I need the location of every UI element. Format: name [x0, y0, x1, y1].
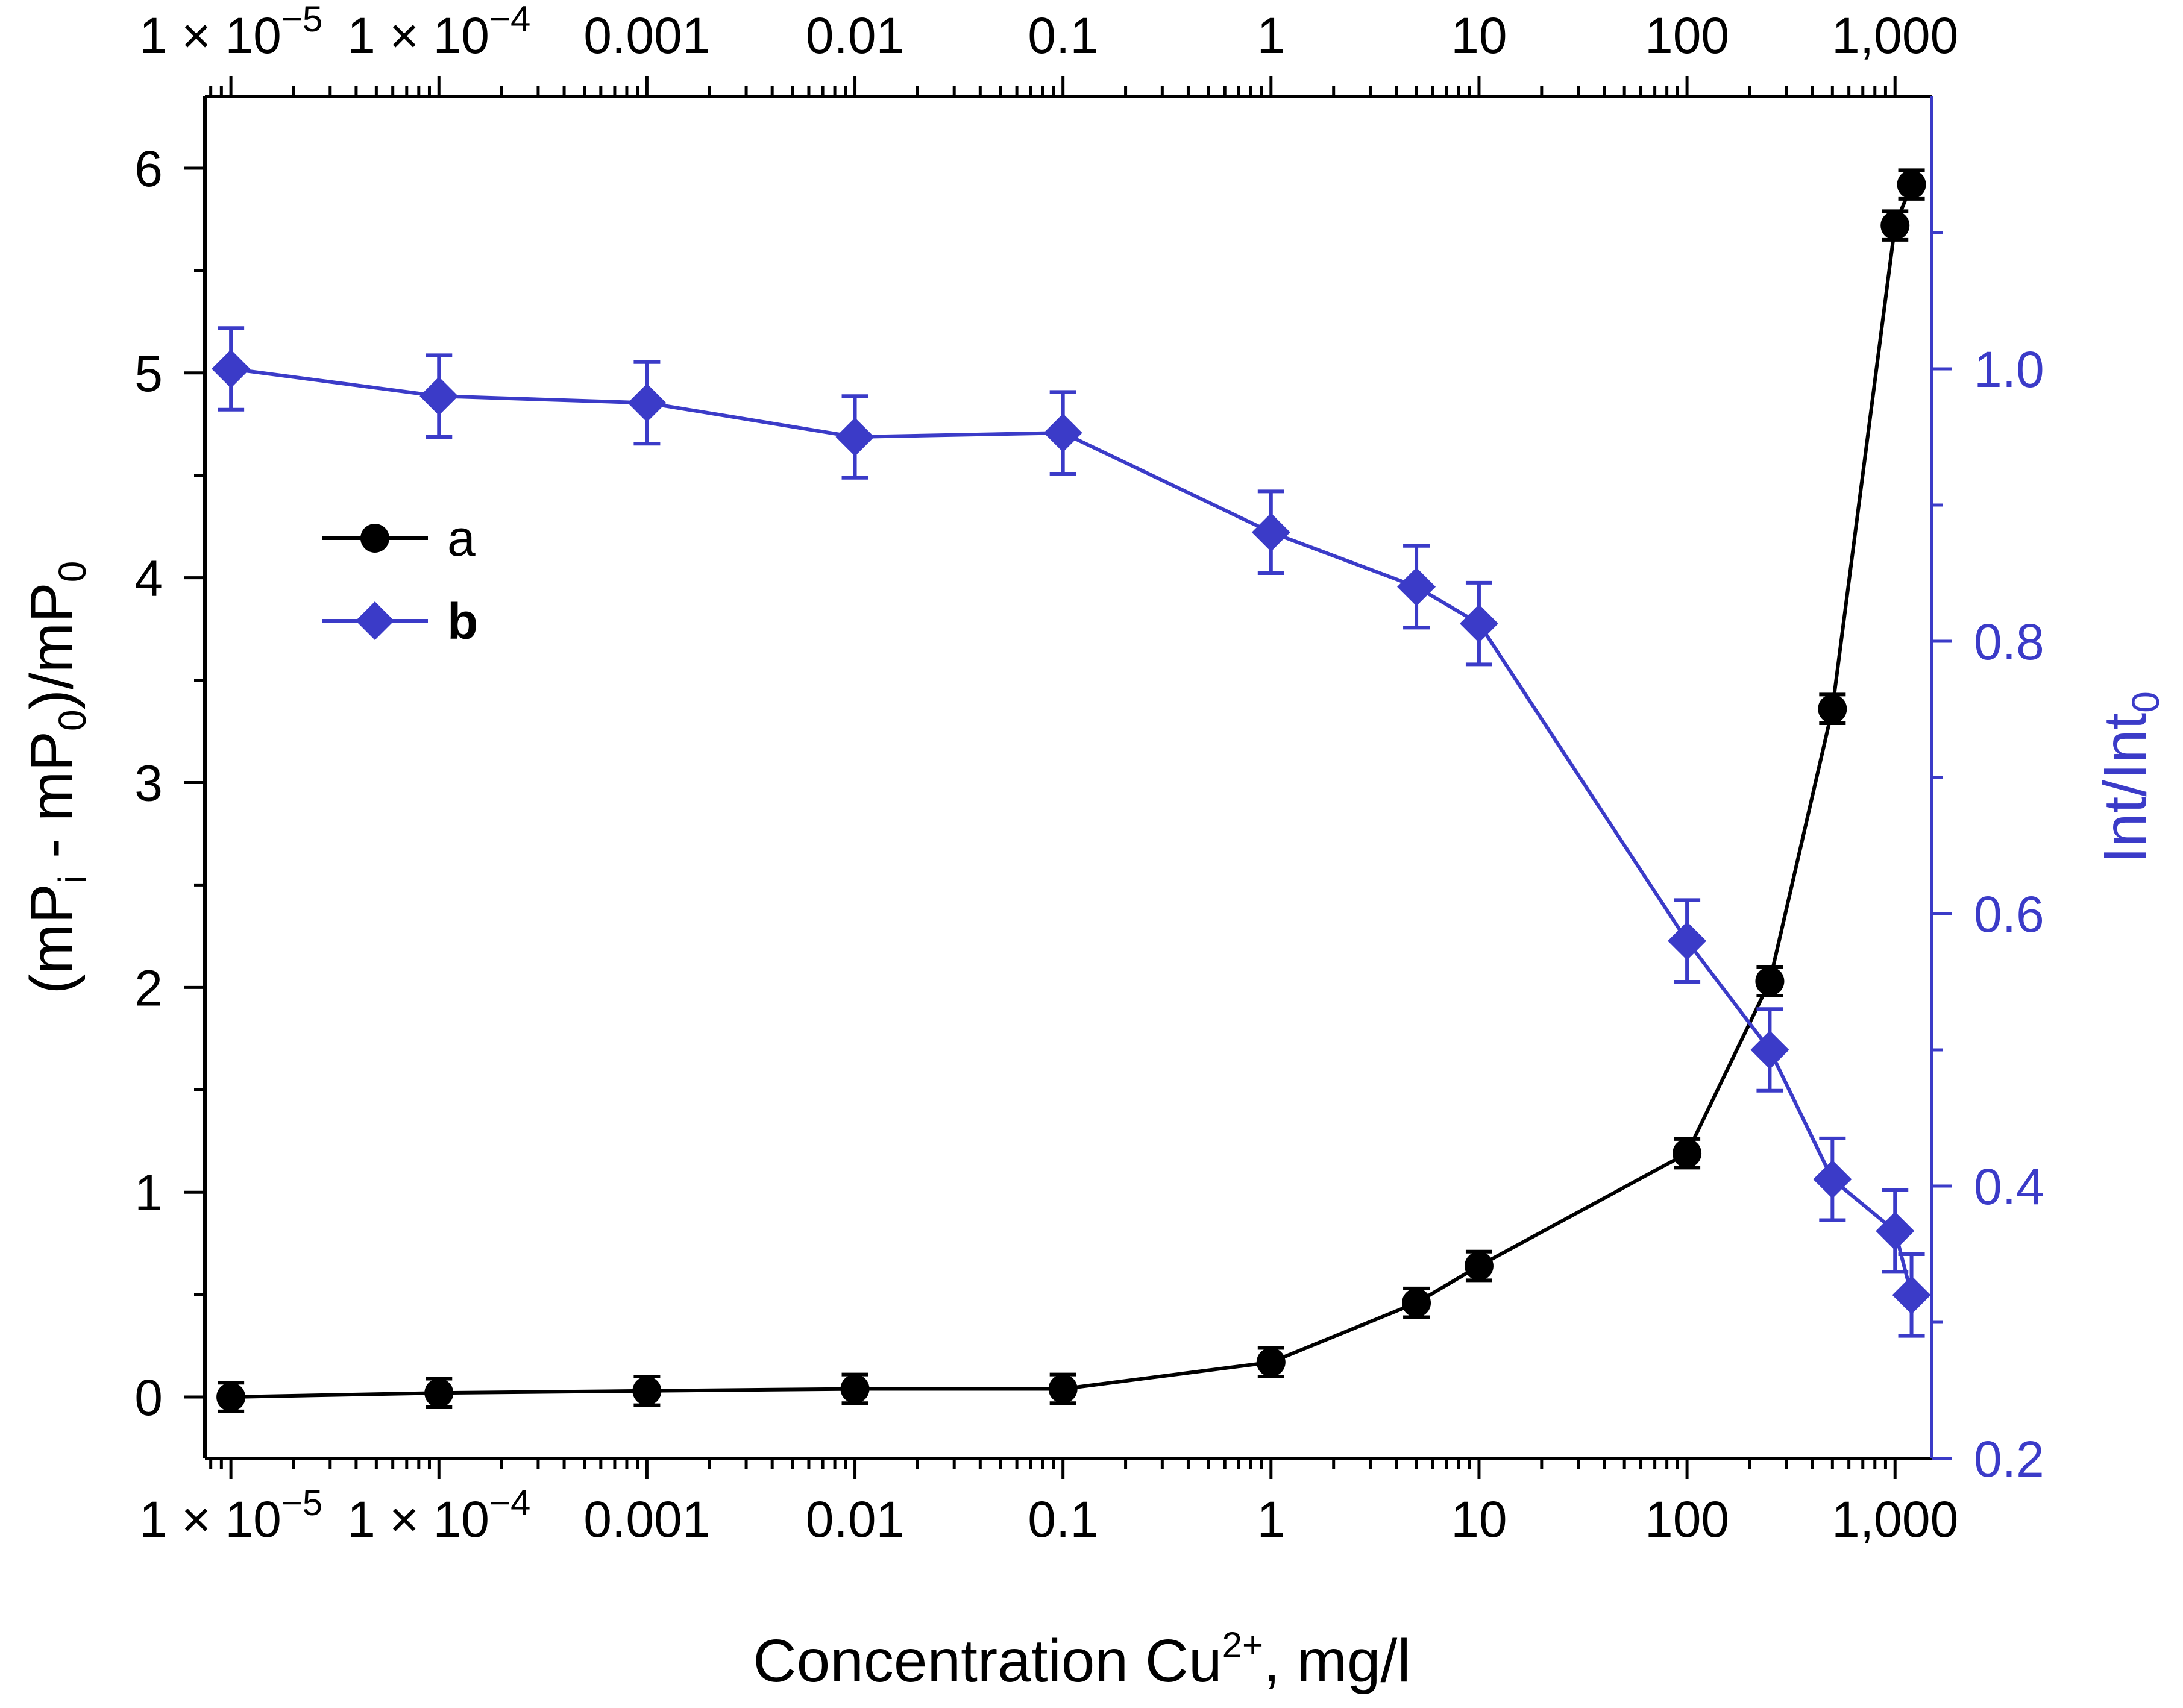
series-b-point	[419, 377, 459, 416]
x-tick-label-top: 1	[1257, 7, 1285, 64]
series-a-point	[1880, 211, 1910, 240]
legend-marker-b	[356, 601, 394, 640]
series-a-point	[1818, 694, 1847, 724]
series-a-point	[1673, 1138, 1702, 1168]
series-a-point	[1048, 1374, 1078, 1404]
y-left-tick-label: 4	[134, 550, 163, 607]
series-layer	[212, 168, 1931, 1413]
series-b-point	[1251, 513, 1290, 552]
x-tick-label-top: 100	[1645, 7, 1729, 64]
y-right-tick-label: 1.0	[1974, 341, 2044, 398]
series-b-point	[1813, 1160, 1852, 1199]
x-tick-label-top: 1 × 10−5	[139, 0, 322, 64]
legend-marker-a	[360, 524, 389, 553]
series-b-point	[1876, 1211, 1915, 1251]
series-a-point	[424, 1378, 454, 1408]
series-b-point	[627, 383, 667, 422]
y-left-tick-label: 1	[134, 1164, 163, 1221]
x-axis-title: Concentration Cu2+, mg/l	[753, 1625, 1410, 1695]
x-tick-label-bottom: 100	[1645, 1491, 1729, 1548]
series-b-point	[1750, 1031, 1789, 1069]
series-b-point	[1668, 922, 1707, 961]
x-tick-label-top: 0.1	[1028, 7, 1098, 64]
x-tick-label-top: 0.01	[806, 7, 905, 64]
y-left-tick-label: 0	[134, 1369, 163, 1426]
y-left-tick-label: 3	[134, 755, 163, 811]
series-a-point	[1897, 170, 1926, 199]
x-tick-label-bottom: 0.01	[806, 1491, 905, 1548]
series-a-point	[1402, 1288, 1431, 1317]
legend-label-b: b	[447, 593, 478, 650]
tick-labels: 1 × 10−5 1 × 10−5 1 × 10−4 1 × 10−4 0.001 0.0…	[134, 0, 2044, 1548]
series-b-point	[1397, 567, 1436, 606]
y-left-tick-label: 2	[134, 959, 163, 1016]
x-tick-label-bottom: 1,000	[1832, 1491, 1958, 1548]
x-tick-label-bottom: 10	[1451, 1491, 1507, 1548]
y-right-tick-label: 0.8	[1974, 614, 2044, 670]
y-right-tick-label: 0.6	[1974, 886, 2044, 943]
series-b-point	[212, 350, 251, 388]
legend-label-a: a	[447, 510, 476, 567]
x-tick-label-bottom: 1 × 10−5	[139, 1483, 322, 1548]
x-tick-label-top: 10	[1451, 7, 1507, 64]
x-tick-label-bottom: 0.1	[1028, 1491, 1098, 1548]
x-tick-label-top: 1 × 10−4	[347, 0, 530, 64]
right-axis-title: Int/Int0	[2091, 691, 2167, 864]
series-a-point	[840, 1374, 870, 1404]
x-tick-label-bottom: 1	[1257, 1491, 1285, 1548]
series-b-point	[1043, 413, 1082, 453]
left-axis-title: (mPi - mP0)/mP0	[18, 561, 94, 994]
series-b-point	[835, 418, 875, 456]
series-a-point	[1256, 1348, 1286, 1377]
series-a-point	[1464, 1251, 1494, 1281]
series-a-point	[216, 1383, 246, 1412]
y-left-tick-label: 5	[134, 345, 163, 402]
x-tick-label-bottom: 1 × 10−4	[347, 1483, 530, 1548]
x-tick-label-top: 0.001	[583, 7, 710, 64]
x-tick-label-bottom: 0.001	[583, 1491, 710, 1548]
legend: a b	[322, 510, 478, 650]
series-a-point	[632, 1376, 662, 1405]
series-b-point	[1892, 1275, 1931, 1314]
y-left-tick-label: 6	[134, 140, 163, 197]
series-b-point	[1459, 604, 1498, 643]
y-right-tick-label: 0.4	[1974, 1158, 2044, 1215]
x-tick-label-top: 1,000	[1832, 7, 1958, 64]
series-a-point	[1755, 967, 1785, 996]
y-right-tick-label: 0.2	[1974, 1431, 2044, 1487]
